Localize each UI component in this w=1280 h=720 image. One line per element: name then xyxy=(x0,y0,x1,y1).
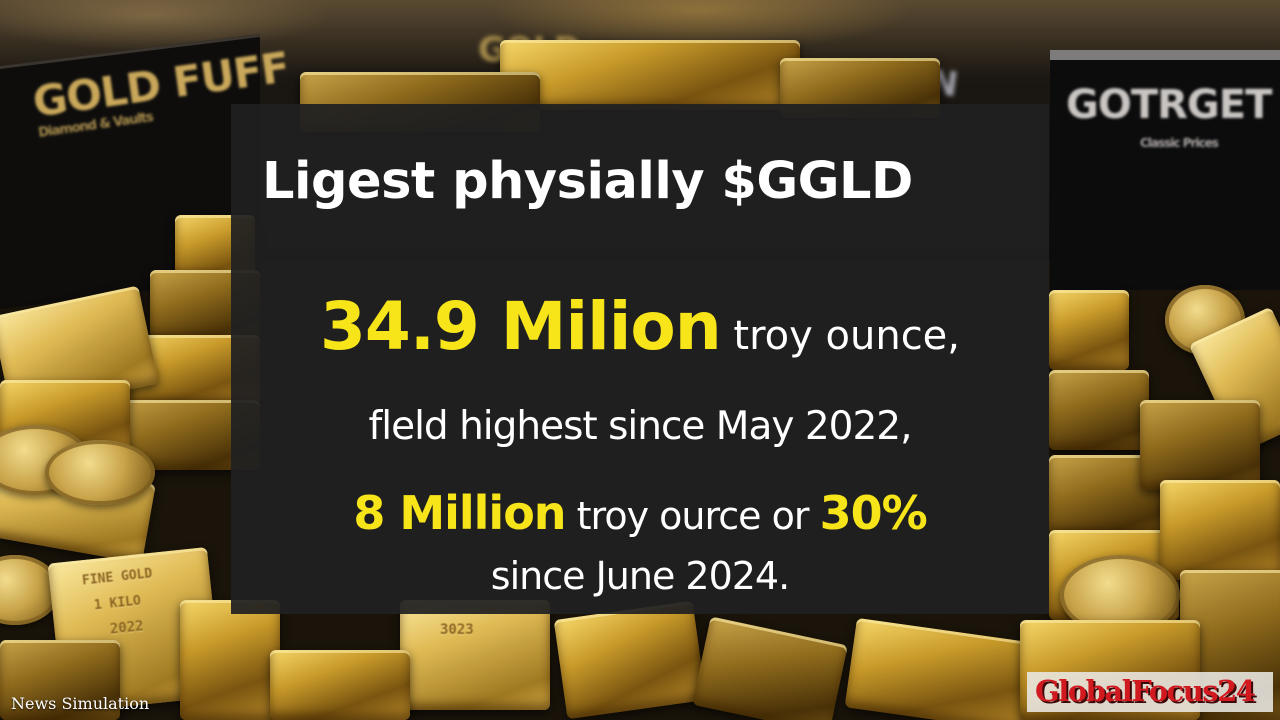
gold-bar xyxy=(270,650,410,720)
stat-ounces-highlight: 34.9 Milion xyxy=(319,288,722,365)
brand-logo: GlobalFocus24 xyxy=(1035,674,1256,708)
brand-logo-box xyxy=(1027,672,1273,712)
stat-increase-text: troy ource or xyxy=(565,494,820,538)
sign-right-text: GOTRGET xyxy=(1066,82,1272,128)
gold-bar xyxy=(844,617,1036,720)
bar-engraving: 3023 xyxy=(440,622,474,638)
stat-increase-highlight: 8 Million xyxy=(353,486,566,540)
stat-line-2: fleld highest since May 2022, xyxy=(368,404,913,449)
stat-line-3: 8 Million troy ource or 30% xyxy=(231,486,1049,540)
background-sign-right xyxy=(1050,50,1280,290)
sign-right-subtext: Classic Prices xyxy=(1140,136,1219,150)
gold-bar xyxy=(1140,400,1260,490)
overlay-panel xyxy=(231,104,1049,614)
gold-bar xyxy=(180,600,280,720)
stat-line-4: since June 2024. xyxy=(490,554,790,598)
gold-coin xyxy=(45,440,155,505)
gold-bar xyxy=(1049,370,1149,450)
stat-percent-highlight: 30% xyxy=(819,486,928,540)
gold-bar-engraved xyxy=(400,600,550,710)
headline: Ligest physially $GGLD xyxy=(262,152,913,211)
gold-bar xyxy=(692,616,848,720)
stat-ounces-unit: troy ounce, xyxy=(720,313,961,359)
stat-line-1: 34.9 Milion troy ounce, xyxy=(231,288,1049,365)
news-simulation-label: News Simulation xyxy=(11,694,150,713)
gold-bar xyxy=(0,640,120,720)
gold-bar xyxy=(1049,290,1129,370)
gold-bar xyxy=(500,40,800,110)
gold-bar xyxy=(553,600,707,720)
gold-bar xyxy=(1160,480,1280,580)
